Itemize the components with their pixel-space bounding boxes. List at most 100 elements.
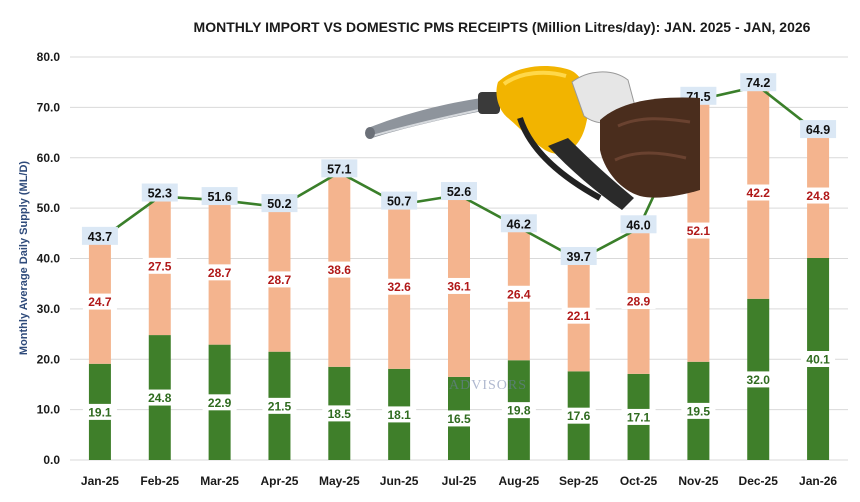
x-tick-label: Dec-25 xyxy=(739,474,779,488)
domestic-value-label: 19.1 xyxy=(88,405,112,419)
label-bg xyxy=(262,271,297,288)
import-value-label: 32.6 xyxy=(387,280,411,294)
total-label-bg xyxy=(141,183,178,202)
domestic-value-label: 17.1 xyxy=(627,410,651,424)
label-bg xyxy=(82,293,117,310)
total-value-label: 57.1 xyxy=(327,162,351,176)
total-label-bg xyxy=(620,215,657,234)
label-bg xyxy=(681,222,716,239)
total-labels: 43.7 52.3 51.6 50.2 57.1 50.7 52.6 46.2 39.7 46.0… xyxy=(81,73,837,266)
label-bg xyxy=(202,394,237,411)
x-tick-label: Jun-25 xyxy=(380,474,419,488)
chart-title: MONTHLY IMPORT VS DOMESTIC PMS RECEIPTS … xyxy=(194,19,811,35)
label-bg xyxy=(561,307,596,324)
import-value-label: 38.6 xyxy=(328,263,352,277)
total-value-label: 50.2 xyxy=(267,197,291,211)
label-bg xyxy=(382,406,417,423)
label-bg xyxy=(322,405,357,422)
x-tick-label: Oct-25 xyxy=(620,474,658,488)
x-tick-label: Nov-25 xyxy=(678,474,718,488)
total-label-bg xyxy=(740,73,777,92)
x-tick-label: Aug-25 xyxy=(499,474,540,488)
x-axis-ticks: Jan-25 Feb-25 Mar-25 Apr-25 May-25 Jun-25 Jul-… xyxy=(81,474,838,488)
total-value-label: 39.7 xyxy=(567,250,591,264)
label-bg xyxy=(322,261,357,278)
domestic-value-label: 24.8 xyxy=(148,391,172,405)
domestic-value-label: 21.5 xyxy=(268,399,292,413)
total-value-label: 46.0 xyxy=(626,218,650,232)
label-bg xyxy=(801,187,836,204)
total-label-bg xyxy=(81,226,118,245)
x-tick-label: Jul-25 xyxy=(442,474,477,488)
x-tick-label: Apr-25 xyxy=(260,474,298,488)
y-tick-label: 10.0 xyxy=(37,403,61,417)
label-bg xyxy=(741,371,776,388)
watermark: ADVISORS xyxy=(449,378,527,393)
total-value-label: 52.6 xyxy=(447,185,471,199)
import-value-label: 42.2 xyxy=(747,186,771,200)
y-tick-label: 20.0 xyxy=(37,352,61,366)
label-bg xyxy=(382,278,417,295)
domestic-value-label: 32.0 xyxy=(747,373,771,387)
total-label-bg xyxy=(381,191,418,210)
import-value-label: 36.1 xyxy=(447,279,471,293)
total-label-bg xyxy=(560,247,597,266)
total-label-bg xyxy=(800,120,837,139)
import-value-label: 22.1 xyxy=(567,309,591,323)
label-bg xyxy=(142,389,177,406)
label-bg xyxy=(801,350,836,367)
label-bg xyxy=(262,397,297,414)
y-axis-label: Monthly Average Daily Supply (ML/D) xyxy=(18,161,30,355)
import-value-label: 26.4 xyxy=(507,287,531,301)
bars xyxy=(88,86,830,460)
label-bg xyxy=(621,408,656,425)
y-tick-label: 80.0 xyxy=(37,50,61,64)
label-bg xyxy=(621,293,656,310)
label-bg xyxy=(442,410,476,427)
x-tick-label: Jan-25 xyxy=(81,474,119,488)
import-value-label: 28.7 xyxy=(268,273,292,287)
y-tick-label: 0.0 xyxy=(43,453,60,467)
label-bg xyxy=(501,402,536,419)
label-bg xyxy=(442,277,476,294)
label-bg xyxy=(681,402,716,419)
label-bg xyxy=(561,407,596,424)
total-label-bg xyxy=(441,182,477,201)
total-label-bg xyxy=(500,214,537,233)
import-value-label: 24.8 xyxy=(806,189,830,203)
x-tick-label: May-25 xyxy=(319,474,360,488)
segment-labels: 19.1 24.7 24.8 27.5 22.9 28.7 21.5 28.7 18.5 38.6… xyxy=(82,184,836,427)
domestic-value-label: 16.5 xyxy=(447,412,471,426)
y-tick-label: 60.0 xyxy=(37,151,61,165)
import-value-label: 28.7 xyxy=(208,266,232,280)
total-value-label: 64.9 xyxy=(806,123,830,137)
y-tick-label: 70.0 xyxy=(37,100,61,114)
import-value-label: 24.7 xyxy=(88,295,112,309)
domestic-value-label: 18.1 xyxy=(387,408,411,422)
total-value-label: 46.2 xyxy=(507,217,531,231)
total-label-bg xyxy=(261,194,298,213)
x-tick-label: Mar-25 xyxy=(200,474,239,488)
total-label-bg xyxy=(201,187,238,206)
domestic-value-label: 19.8 xyxy=(507,404,531,418)
total-label-bg xyxy=(321,159,358,178)
total-value-label: 74.2 xyxy=(746,76,770,90)
fuel-nozzle-icon xyxy=(365,66,700,210)
total-value-label: 50.7 xyxy=(387,195,411,209)
domestic-value-label: 22.9 xyxy=(208,396,232,410)
y-axis-ticks: 0.0 10.0 20.0 30.0 40.0 50.0 60.0 70.0 80.0 xyxy=(37,50,61,467)
x-tick-label: Sep-25 xyxy=(559,474,599,488)
import-value-label: 28.9 xyxy=(627,295,651,309)
label-bg xyxy=(741,184,776,201)
y-tick-label: 30.0 xyxy=(37,302,61,316)
x-tick-label: Jan-26 xyxy=(799,474,837,488)
total-value-label: 43.7 xyxy=(88,230,112,244)
total-value-label: 51.6 xyxy=(207,190,231,204)
total-value-label: 52.3 xyxy=(148,187,172,201)
x-tick-label: Feb-25 xyxy=(140,474,179,488)
domestic-value-label: 40.1 xyxy=(806,352,830,366)
domestic-value-label: 17.6 xyxy=(567,409,591,423)
label-bg xyxy=(142,257,177,274)
domestic-value-label: 18.5 xyxy=(328,407,352,421)
